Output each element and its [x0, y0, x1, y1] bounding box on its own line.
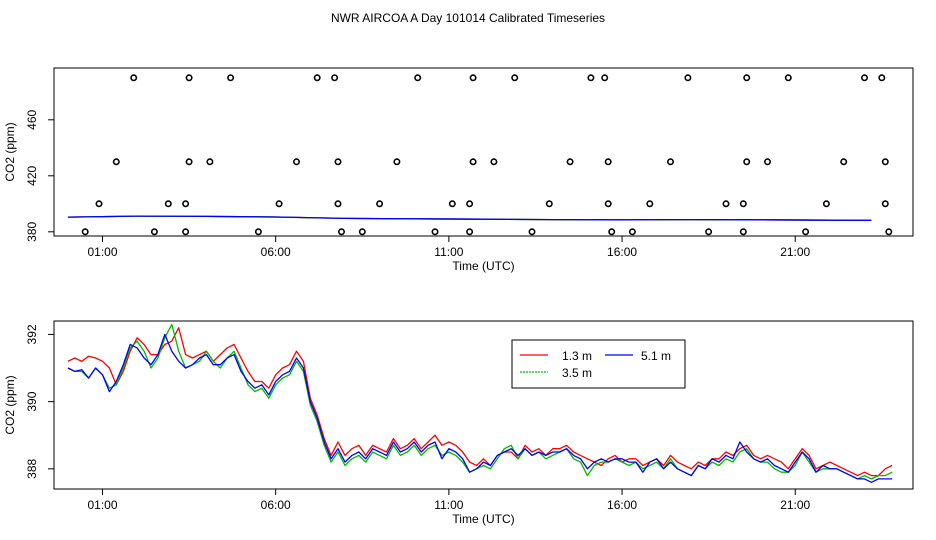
scatter-point — [566, 158, 574, 166]
x-tick-label: 21:00 — [780, 498, 810, 512]
scatter-point — [840, 158, 848, 166]
scatter-point — [666, 158, 674, 166]
scatter-point — [881, 200, 889, 208]
scatter-point — [81, 228, 89, 236]
bottom-y-axis: 388 390 392 — [25, 324, 55, 479]
scatter-point — [860, 74, 868, 82]
scatter-point — [802, 228, 810, 236]
scatter-point — [358, 228, 366, 236]
top-plot-frame — [53, 67, 914, 237]
scatter-point — [545, 200, 553, 208]
x-tick-label: 01:00 — [87, 245, 117, 259]
y-tick-label: 392 — [25, 324, 39, 344]
scatter-point — [185, 158, 193, 166]
top-y-axis: 380 420 460 — [25, 109, 55, 242]
scatter-point — [150, 228, 158, 236]
scatter-point — [604, 200, 612, 208]
scatter-point — [292, 158, 300, 166]
scatter-point — [628, 228, 636, 236]
scatter-point — [334, 158, 342, 166]
bottom-x-axis: 01:00 06:00 11:00 16:00 21:00 — [87, 488, 811, 512]
y-tick-label: 420 — [25, 165, 39, 185]
top-y-axis-label: CO2 (ppm) — [3, 122, 17, 181]
scatter-point — [469, 74, 477, 82]
scatter-point — [182, 200, 190, 208]
scatter-point — [743, 158, 751, 166]
scatter-point — [130, 74, 138, 82]
x-tick-label: 16:00 — [607, 498, 637, 512]
scatter-point — [784, 74, 792, 82]
x-tick-label: 11:00 — [434, 245, 463, 259]
legend-box — [511, 339, 686, 389]
legend-label-3-5m: 3.5 m — [562, 366, 592, 380]
scatter-point — [227, 74, 235, 82]
scatter-point — [254, 228, 262, 236]
scatter-point — [275, 200, 283, 208]
scatter-point — [604, 158, 612, 166]
scatter-point — [414, 74, 422, 82]
scatter-point — [608, 228, 616, 236]
x-tick-label: 21:00 — [780, 245, 810, 259]
bottom-data-layer — [67, 323, 893, 483]
scatter-point — [490, 158, 498, 166]
scatter-point — [182, 228, 190, 236]
y-tick-label: 390 — [25, 391, 39, 411]
scatter-point — [601, 74, 609, 82]
series-line-1-3-mm-panel-1 — [67, 327, 893, 477]
scatter-point — [885, 228, 893, 236]
scatter-point — [112, 158, 120, 166]
scatter-point — [206, 158, 214, 166]
scatter-point — [466, 228, 474, 236]
bottom-line-panel: 01:00 06:00 11:00 16:00 21:00 388 390 392 Time… — [3, 320, 914, 526]
legend-label-5-1m: 5.1 m — [641, 349, 671, 363]
scatter-point — [739, 200, 747, 208]
legend: 1.3 m 5.1 m 3.5 m — [511, 339, 686, 389]
bottom-x-axis-label: Time (UTC) — [452, 512, 514, 526]
scatter-point — [646, 200, 654, 208]
bottom-y-axis-label: CO2 (ppm) — [3, 375, 17, 434]
y-tick-label: 380 — [25, 221, 39, 241]
scatter-point — [393, 158, 401, 166]
x-tick-label: 01:00 — [87, 498, 117, 512]
scatter-point — [466, 200, 474, 208]
series-line-5-1-mm-panel-0 — [67, 215, 872, 221]
scatter-point — [511, 74, 519, 82]
scatter-point — [313, 74, 321, 82]
scatter-point — [331, 74, 339, 82]
scatter-point — [881, 158, 889, 166]
scatter-point — [376, 200, 384, 208]
y-tick-label: 460 — [25, 109, 39, 129]
y-tick-label: 388 — [25, 459, 39, 479]
x-tick-label: 11:00 — [434, 498, 463, 512]
x-tick-label: 06:00 — [261, 498, 291, 512]
scatter-point — [334, 200, 342, 208]
x-tick-label: 06:00 — [261, 245, 291, 259]
scatter-point — [337, 228, 345, 236]
figure-title: NWR AIRCOA A Day 101014 Calibrated Times… — [331, 11, 605, 25]
top-scatter-panel: 01:00 06:00 11:00 16:00 21:00 380 420 460 Time… — [3, 67, 914, 273]
series-line-5-1-mm-panel-1 — [67, 333, 893, 483]
top-x-axis-label: Time (UTC) — [452, 259, 514, 273]
top-data-layer — [67, 74, 893, 236]
legend-label-1-3m: 1.3 m — [562, 349, 592, 363]
x-tick-label: 16:00 — [607, 245, 637, 259]
scatter-point — [164, 200, 172, 208]
scatter-point — [822, 200, 830, 208]
top-x-axis: 01:00 06:00 11:00 16:00 21:00 — [87, 235, 811, 259]
scatter-point — [739, 228, 747, 236]
scatter-point — [185, 74, 193, 82]
scatter-point — [528, 228, 536, 236]
scatter-point — [705, 228, 713, 236]
scatter-point — [95, 200, 103, 208]
scatter-point — [722, 200, 730, 208]
scatter-point — [431, 228, 439, 236]
scatter-point — [684, 74, 692, 82]
scatter-point — [878, 74, 886, 82]
scatter-point — [448, 200, 456, 208]
scatter-point — [587, 74, 595, 82]
scatter-point — [743, 74, 751, 82]
scatter-point — [469, 158, 477, 166]
scatter-point — [763, 158, 771, 166]
